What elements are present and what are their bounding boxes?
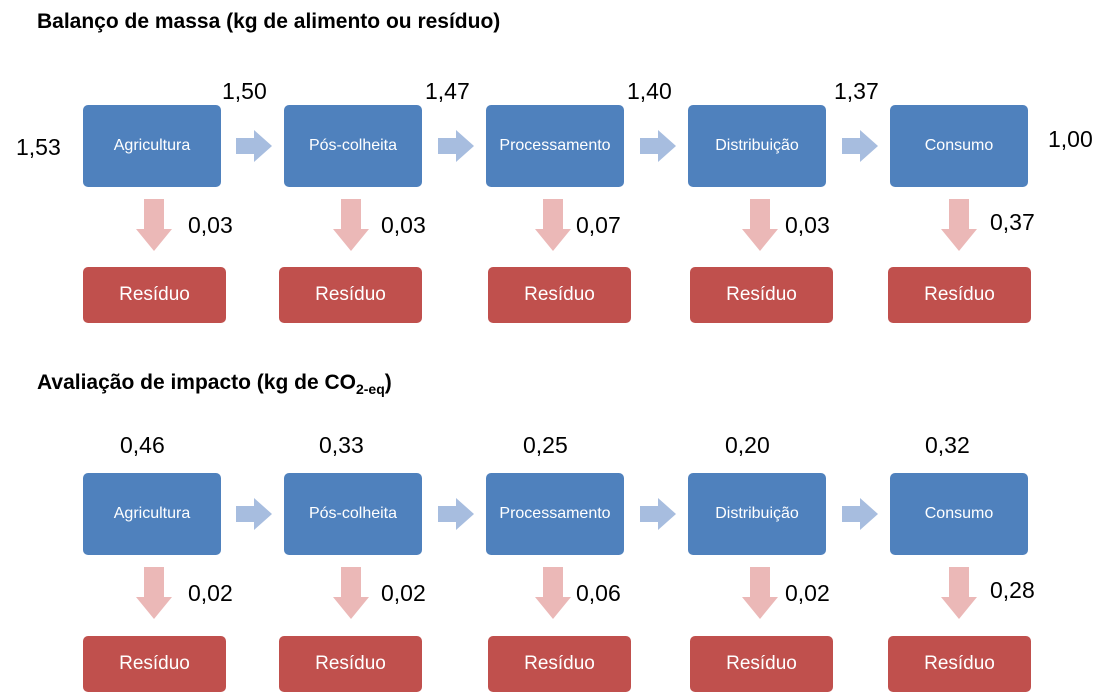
- mass-flow-value: 1,37: [834, 78, 879, 104]
- waste-box: Resíduo: [488, 636, 631, 692]
- waste-box: Resíduo: [888, 636, 1031, 692]
- flow-arrow-icon: [438, 498, 474, 530]
- impact-stage-value: 0,33: [319, 432, 364, 458]
- stage-pos-colheita: Pós-colheita: [284, 105, 422, 187]
- loss-arrow-icon: [742, 199, 778, 251]
- flow-arrow-icon: [236, 498, 272, 530]
- flow-arrow-icon: [438, 130, 474, 162]
- flow-arrow-icon: [842, 498, 878, 530]
- waste-box: Resíduo: [279, 636, 422, 692]
- impact-loss-value: 0,02: [188, 580, 233, 606]
- stage-consumo: Consumo: [890, 473, 1028, 555]
- mass-input-value: 1,53: [16, 134, 61, 160]
- mass-flow-value: 1,50: [222, 78, 267, 104]
- mass-balance-title: Balanço de massa (kg de alimento ou resí…: [37, 10, 501, 33]
- waste-box: Resíduo: [690, 636, 833, 692]
- impact-loss-value: 0,02: [381, 580, 426, 606]
- waste-box: Resíduo: [690, 267, 833, 323]
- impact-loss-value: 0,06: [576, 580, 621, 606]
- waste-box: Resíduo: [83, 636, 226, 692]
- stage-distribuicao: Distribuição: [688, 105, 826, 187]
- loss-arrow-icon: [535, 199, 571, 251]
- impact-loss-value: 0,02: [785, 580, 830, 606]
- mass-loss-value: 0,03: [785, 212, 830, 238]
- loss-arrow-icon: [742, 567, 778, 619]
- impact-stage-value: 0,32: [925, 432, 970, 458]
- loss-arrow-icon: [333, 199, 369, 251]
- flow-arrow-icon: [640, 498, 676, 530]
- flow-arrow-icon: [236, 130, 272, 162]
- impact-loss-value: 0,28: [990, 577, 1035, 603]
- loss-arrow-icon: [136, 567, 172, 619]
- loss-arrow-icon: [941, 199, 977, 251]
- stage-consumo: Consumo: [890, 105, 1028, 187]
- loss-arrow-icon: [941, 567, 977, 619]
- impact-title: Avaliação de impacto (kg de CO2-eq): [37, 371, 392, 398]
- flow-arrow-icon: [640, 130, 676, 162]
- stage-agricultura: Agricultura: [83, 105, 221, 187]
- loss-arrow-icon: [333, 567, 369, 619]
- waste-box: Resíduo: [888, 267, 1031, 323]
- stage-processamento: Processamento: [486, 105, 624, 187]
- loss-arrow-icon: [136, 199, 172, 251]
- mass-flow-value: 1,40: [627, 78, 672, 104]
- impact-stage-value: 0,25: [523, 432, 568, 458]
- waste-box: Resíduo: [83, 267, 226, 323]
- loss-arrow-icon: [535, 567, 571, 619]
- stage-agricultura: Agricultura: [83, 473, 221, 555]
- mass-loss-value: 0,03: [188, 212, 233, 238]
- impact-stage-value: 0,20: [725, 432, 770, 458]
- impact-stage-value: 0,46: [120, 432, 165, 458]
- waste-box: Resíduo: [279, 267, 422, 323]
- mass-flow-value: 1,47: [425, 78, 470, 104]
- mass-output-value: 1,00: [1048, 126, 1093, 152]
- waste-box: Resíduo: [488, 267, 631, 323]
- flow-arrow-icon: [842, 130, 878, 162]
- stage-pos-colheita: Pós-colheita: [284, 473, 422, 555]
- stage-distribuicao: Distribuição: [688, 473, 826, 555]
- mass-loss-value: 0,07: [576, 212, 621, 238]
- stage-processamento: Processamento: [486, 473, 624, 555]
- mass-loss-value: 0,03: [381, 212, 426, 238]
- mass-loss-value: 0,37: [990, 209, 1035, 235]
